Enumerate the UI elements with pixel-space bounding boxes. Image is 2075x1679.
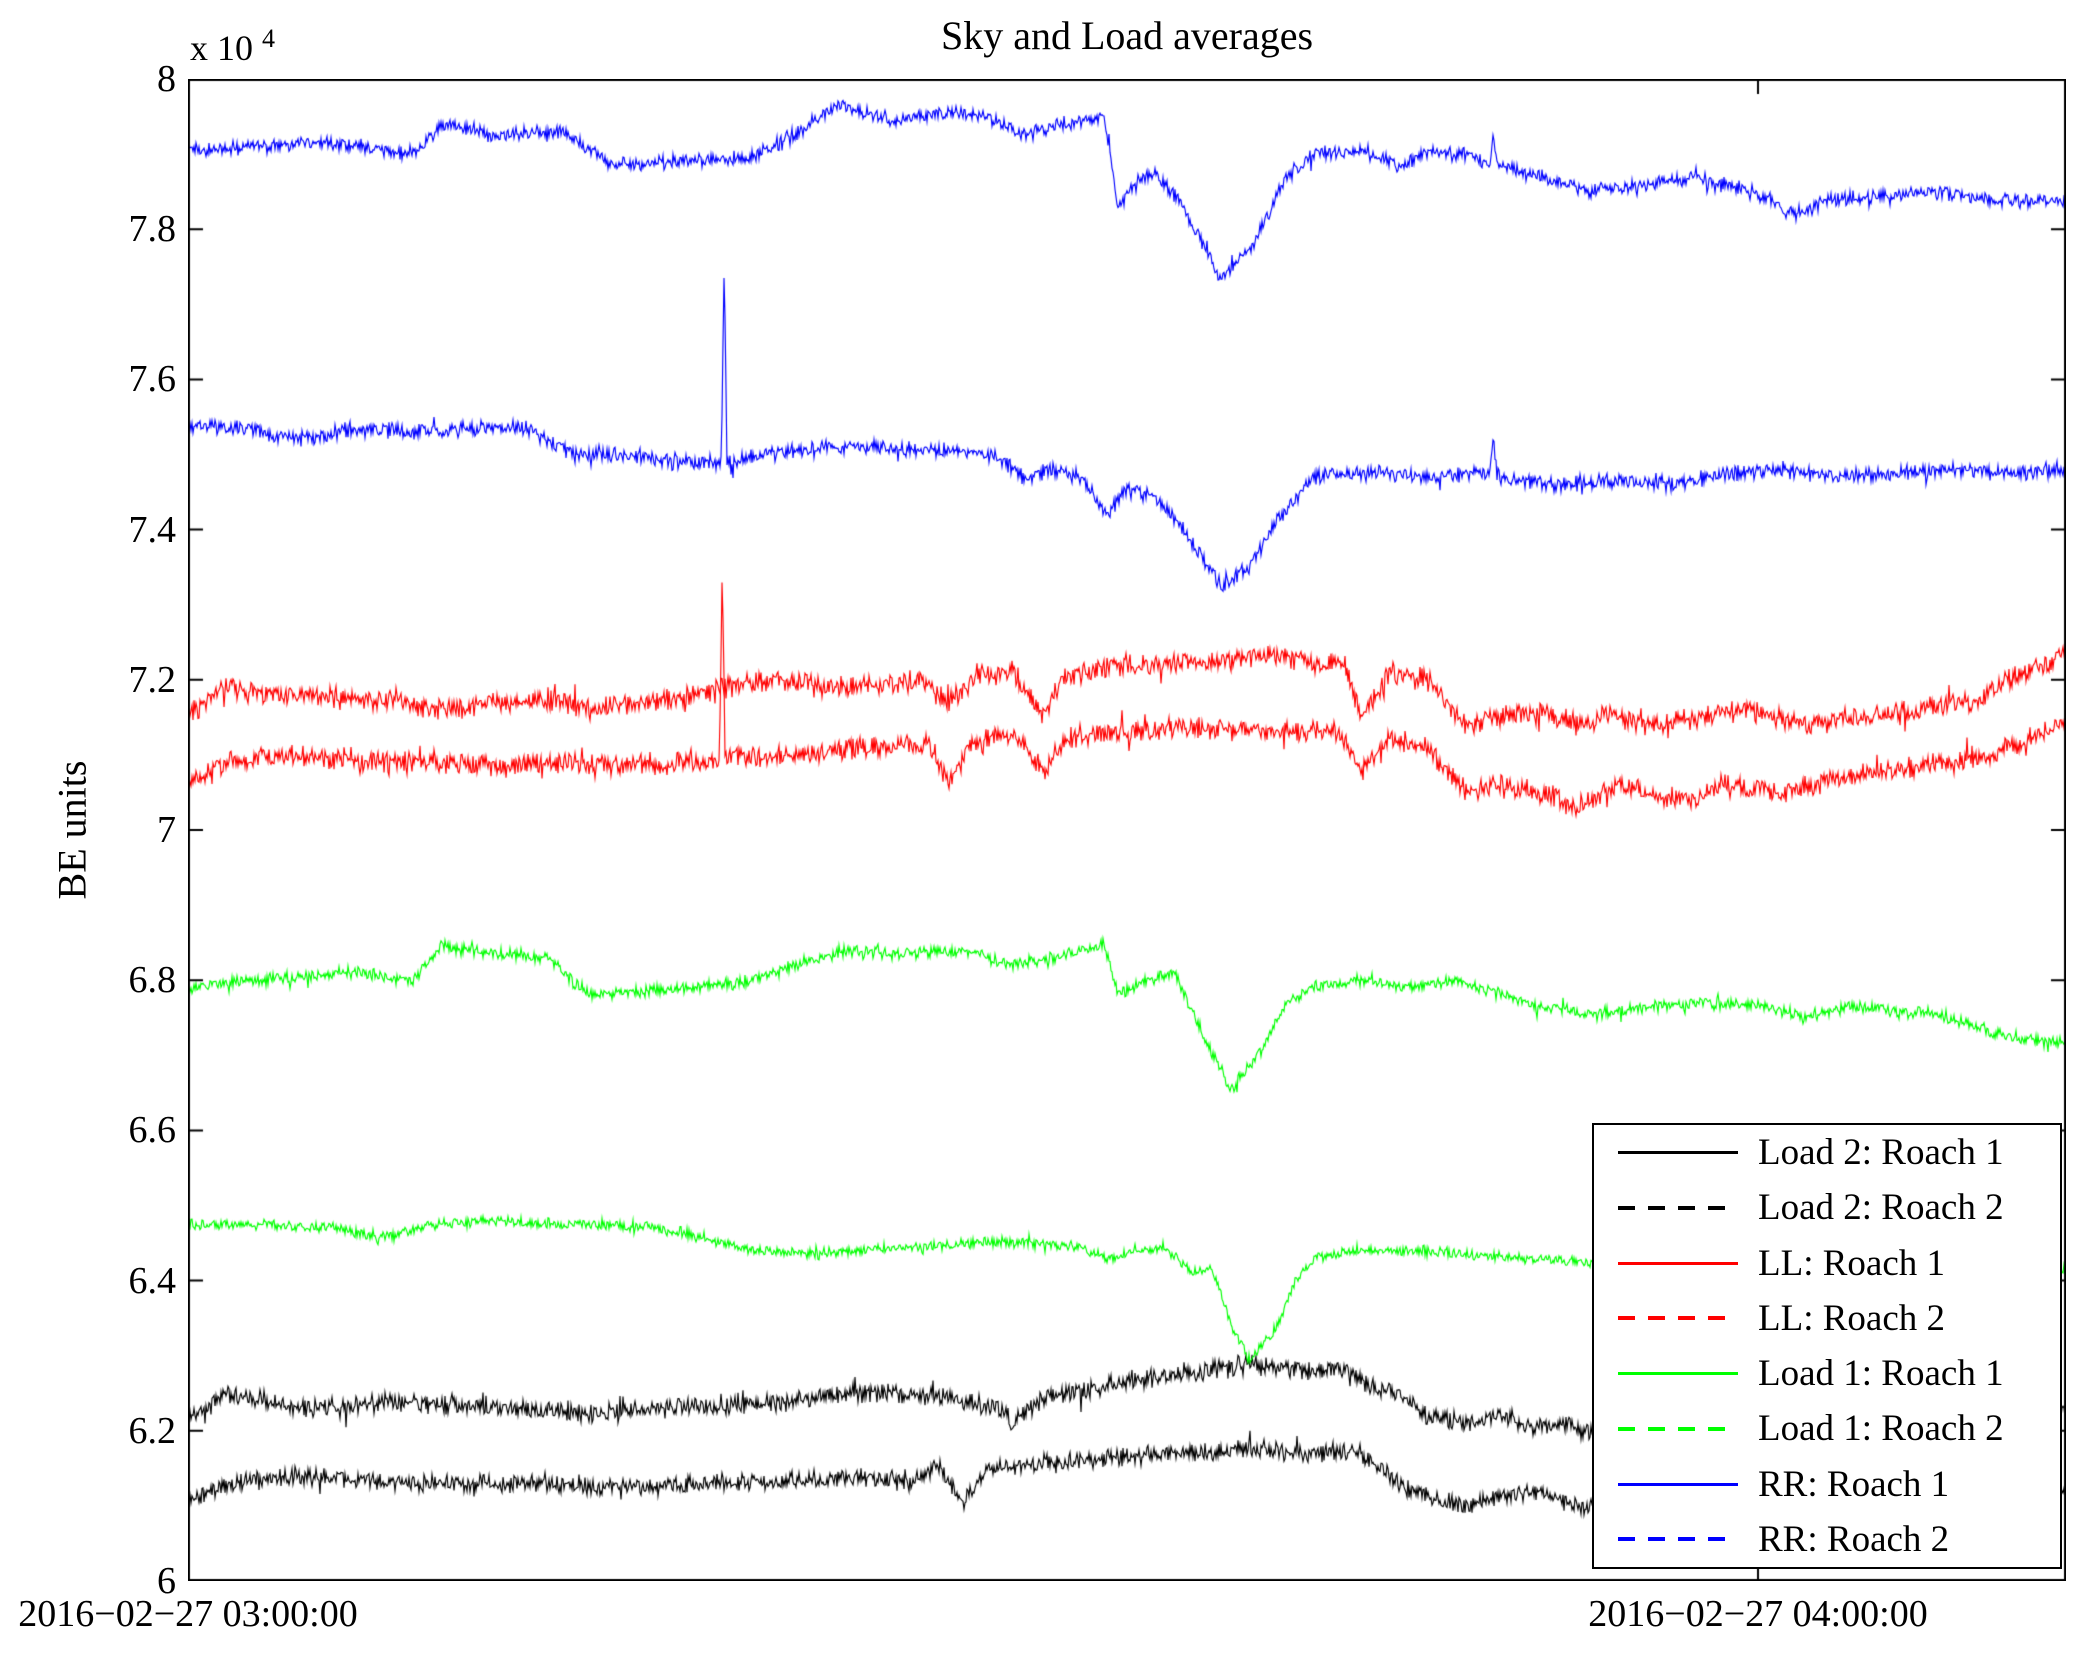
legend-entry: RR: Roach 1: [1594, 1463, 2060, 1506]
legend-line-sample-solid: [1618, 1372, 1738, 1376]
legend-entry: RR: Roach 2: [1594, 1518, 2060, 1561]
y-tick-label: 6.6: [128, 1109, 177, 1152]
legend-line-sample-solid: [1618, 1151, 1738, 1155]
legend-line-sample-solid: [1618, 1482, 1738, 1486]
legend-label: Load 2: Roach 2: [1758, 1187, 2004, 1229]
legend-label: Load 1: Roach 1: [1758, 1353, 2004, 1395]
x-tick-label-end: 2016−02−27 04:00:00: [1588, 1593, 1928, 1635]
legend-box: Load 2: Roach 1 Load 2: Roach 2 LL: Roach …: [1592, 1123, 2062, 1569]
y-tick-label: 6.8: [128, 959, 177, 1002]
y-tick-label: 7.2: [128, 658, 177, 701]
y-tick-label: 6: [157, 1560, 176, 1602]
legend-line-sample-dashed: [1618, 1205, 1738, 1210]
x-tick-label-start: 2016−02−27 03:00:00: [18, 1593, 358, 1635]
y-tick-label: 6.2: [128, 1409, 177, 1452]
legend-line-sample-solid: [1618, 1261, 1738, 1265]
offset-base: x 10: [190, 28, 253, 68]
legend-entry: Load 1: Roach 2: [1594, 1407, 2060, 1450]
legend-line-sample-dashed: [1618, 1537, 1738, 1542]
legend-label: RR: Roach 1: [1758, 1463, 1950, 1505]
y-axis-offset-label: x 10 4: [190, 24, 275, 69]
legend-entry: LL: Roach 1: [1594, 1242, 2060, 1285]
legend-line-sample-dashed: [1618, 1316, 1738, 1321]
legend-line-sample-dashed: [1618, 1426, 1738, 1431]
y-tick-label: 7.4: [128, 508, 177, 551]
legend-label: Load 1: Roach 2: [1758, 1408, 2004, 1450]
chart-title: Sky and Load averages: [940, 13, 1314, 58]
legend-label: LL: Roach 2: [1758, 1297, 1946, 1339]
legend-label: LL: Roach 1: [1758, 1242, 1946, 1284]
y-tick-label: 8: [157, 58, 176, 100]
y-tick-label: 7.8: [128, 208, 177, 251]
y-tick-label: 7.6: [128, 358, 177, 401]
legend-label: Load 2: Roach 1: [1758, 1132, 2004, 1174]
y-tick-label: 6.4: [128, 1259, 177, 1302]
offset-exponent: 4: [262, 24, 275, 53]
legend-entry: Load 2: Roach 2: [1594, 1186, 2060, 1229]
legend-label: RR: Roach 2: [1758, 1518, 1950, 1560]
legend-entry: Load 2: Roach 1: [1594, 1131, 2060, 1174]
legend-entry: Load 1: Roach 1: [1594, 1352, 2060, 1395]
y-tick-label: 7: [157, 809, 176, 851]
legend-entry: LL: Roach 2: [1594, 1297, 2060, 1340]
